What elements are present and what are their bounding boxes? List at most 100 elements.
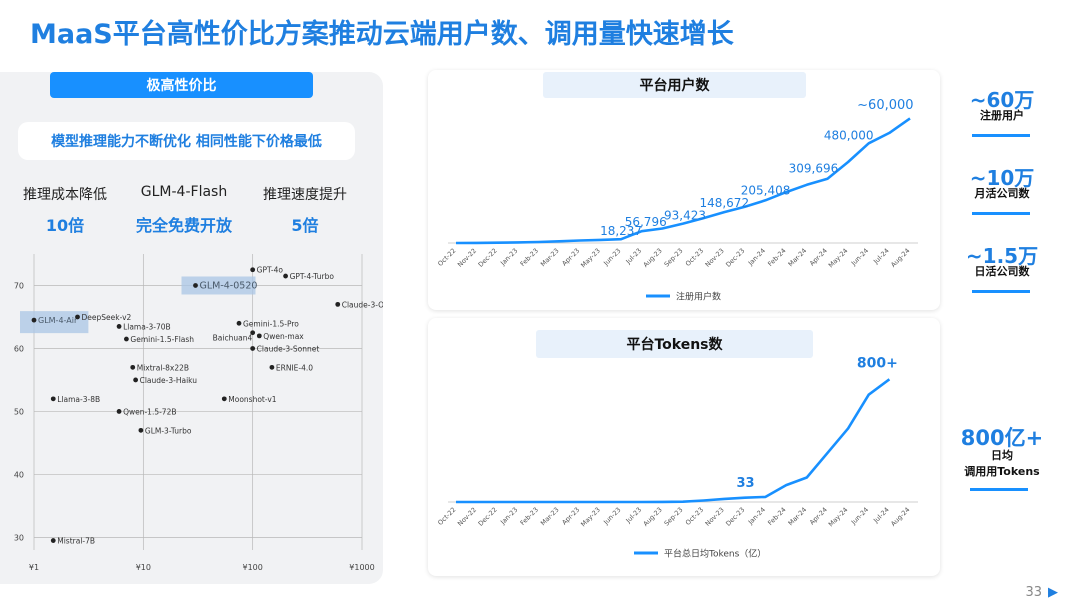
point-label: Gemini-1.5-Flash <box>130 335 194 344</box>
scatter-point <box>256 333 262 339</box>
x-tick-label: ¥10 <box>136 563 151 572</box>
price-performance-scatter: 30 40 50 60 70 ¥1 ¥10 ¥100 ¥1000 GPT-4o GPT-4-Turb… <box>14 254 383 572</box>
data-label: 480,000 <box>824 128 874 142</box>
y-tick-label: 50 <box>14 407 24 416</box>
cost-performance-pill: 极高性价比 <box>50 72 313 98</box>
point-label: Claude-3-Opus <box>342 300 383 309</box>
optimization-subtitle: 模型推理能力不断优化 相同性能下价格最低 <box>18 122 355 160</box>
slide-title: MaaS平台高性价比方案推动云端用户数、调用量快速增长 <box>30 19 734 50</box>
scatter-point <box>116 324 122 329</box>
x-tick-label: Mar-23 <box>539 506 561 528</box>
x-tick-label: Feb-24 <box>766 506 787 527</box>
x-tick-label: Apr-24 <box>808 247 829 268</box>
tokens-chart-panel <box>428 318 940 576</box>
kpi-tokens-value: 800亿+ <box>960 426 1044 450</box>
point-label: DeepSeek-v2 <box>82 313 132 322</box>
page-number: 33 ▶ <box>1025 585 1058 600</box>
x-tick-label: Jan-23 <box>498 247 519 268</box>
tokens-chart-tag: 平台Tokens数 <box>536 330 813 358</box>
data-label: 33 <box>736 476 754 491</box>
x-tick-label: May-24 <box>827 247 850 270</box>
next-arrow-icon[interactable]: ▶ <box>1048 585 1058 600</box>
point-label: Moonshot-v1 <box>228 395 277 404</box>
scatter-point <box>116 409 122 414</box>
x-tick-label: Jul-23 <box>624 506 643 525</box>
x-tick-label: Nov-23 <box>704 247 726 269</box>
point-label: ERNIE-4.0 <box>276 363 313 372</box>
x-tick-label: Apr-23 <box>560 247 581 268</box>
x-tick-label: May-23 <box>579 506 602 529</box>
scatter-point <box>130 364 136 370</box>
data-label: 56,796 <box>625 215 667 229</box>
x-tick-label: Feb-23 <box>519 247 540 268</box>
x-tick-label: Nov-23 <box>704 506 726 528</box>
data-label: 309,696 <box>789 162 839 176</box>
stat-label-flash: GLM-4-Flash <box>140 184 228 200</box>
x-tick-label: Jan-24 <box>746 247 767 268</box>
x-tick-label: Jun-23 <box>601 247 622 268</box>
scatter-point <box>250 267 256 273</box>
kpi-divider <box>972 290 1030 293</box>
point-label: Llama-3-70B <box>123 322 171 331</box>
scatter-point <box>50 538 56 543</box>
data-label: 18,237 <box>600 224 642 238</box>
legend-label: 注册用户数 <box>676 291 721 303</box>
kpi-dau-label: 日活公司数 <box>974 265 1030 278</box>
kpi-mau-label: 月活公司数 <box>974 187 1030 200</box>
x-tick-label: Jun-23 <box>601 506 622 527</box>
x-tick-label: Aug-24 <box>889 247 911 269</box>
y-tick-label: 60 <box>14 344 24 353</box>
x-tick-label: Jun-24 <box>849 247 870 268</box>
x-tick-label: Apr-23 <box>560 506 581 527</box>
point-label: Claude-3-Sonnet <box>257 344 320 353</box>
y-tick-label: 30 <box>14 533 24 542</box>
x-tick-label: Nov-22 <box>456 247 478 269</box>
x-tick-label: May-23 <box>579 247 602 270</box>
x-tick-label: Jan-24 <box>746 506 767 527</box>
highlight-box <box>181 276 256 295</box>
highlight-box <box>20 311 89 334</box>
scatter-point <box>138 427 144 433</box>
x-tick-label: Oct-23 <box>684 506 705 527</box>
x-tick-label: Jul-23 <box>624 247 643 266</box>
x-tick-label: Nov-22 <box>456 506 478 528</box>
x-tick-label: ¥1 <box>29 563 39 572</box>
x-tick-label: Mar-23 <box>539 247 561 269</box>
x-tick-label: Mar-24 <box>787 506 809 528</box>
kpi-divider <box>970 488 1028 491</box>
y-tick-label: 70 <box>14 281 24 290</box>
x-tick-label: Jan-23 <box>498 506 519 527</box>
stat-value-cost: 10倍 <box>45 216 85 235</box>
x-tick-label: Oct-22 <box>436 247 457 268</box>
point-label: Mistral-7B <box>57 537 95 546</box>
x-tick-label: Apr-24 <box>808 506 829 527</box>
x-tick-label: Feb-23 <box>519 506 540 527</box>
x-tick-label: Sep-23 <box>663 506 685 528</box>
stat-label-cost: 推理成本降低 <box>23 187 107 203</box>
data-label: 205,408 <box>741 183 791 197</box>
scatter-point <box>221 396 227 402</box>
point-label: GPT-4-Turbo <box>290 272 335 281</box>
stat-label-speed: 推理速度提升 <box>263 187 347 203</box>
scatter-point <box>335 301 341 307</box>
x-tick-label: Mar-24 <box>787 247 809 269</box>
point-label: Mixtral-8x22B <box>137 363 189 372</box>
stat-value-speed: 5倍 <box>291 216 319 235</box>
data-label: 93,423 <box>664 209 706 223</box>
x-tick-label: May-24 <box>827 506 850 529</box>
series-line <box>456 378 891 504</box>
point-label: GLM-4-Air <box>38 316 78 325</box>
x-tick-label: Dec-23 <box>724 506 746 528</box>
data-label: 800+ <box>857 355 898 371</box>
kpi-divider <box>972 134 1030 137</box>
scatter-point <box>250 346 256 351</box>
point-label: GPT-4o <box>257 266 284 275</box>
kpi-tokens-label-calls: 调用用Tokens <box>964 465 1040 478</box>
scatter-point <box>250 330 256 336</box>
point-label: Baichuan4 <box>213 334 253 343</box>
point-label: Qwen-max <box>263 332 304 341</box>
series-line <box>455 117 911 245</box>
page-number-text: 33 <box>1025 585 1042 600</box>
x-tick-label: Jul-24 <box>871 247 890 266</box>
